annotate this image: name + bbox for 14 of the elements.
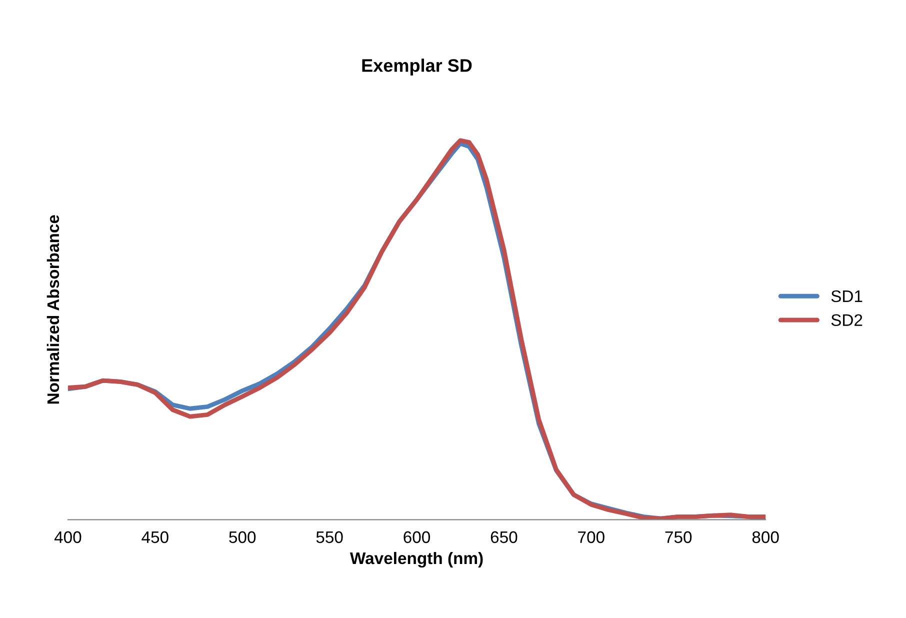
x-tick-label: 500 xyxy=(229,531,256,544)
x-axis-title: Wavelength (nm) xyxy=(350,552,483,568)
x-tick-label: 600 xyxy=(404,531,430,544)
x-tick-label: 800 xyxy=(752,531,779,544)
x-tick-label: 650 xyxy=(490,531,518,544)
chart-title: Exemplar SD xyxy=(362,58,472,76)
x-tick-label: 550 xyxy=(316,531,343,544)
x-tick-label: 450 xyxy=(142,531,168,544)
legend-label: SD2 xyxy=(831,314,862,326)
x-tick-label: 750 xyxy=(665,531,692,544)
legend-label: SD1 xyxy=(831,290,862,302)
x-tick-label: 700 xyxy=(578,531,604,544)
y-axis-title: Normalized Absorbance xyxy=(46,215,60,404)
x-tick-label: 400 xyxy=(54,531,82,544)
